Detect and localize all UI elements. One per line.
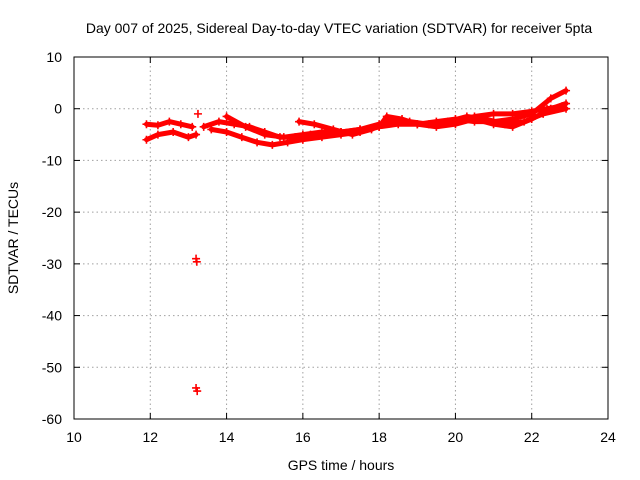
outlier-point (193, 109, 202, 118)
data-point (348, 130, 357, 139)
y-tick-label: -50 (42, 359, 62, 375)
data-point (222, 112, 231, 121)
data-point (462, 112, 471, 121)
y-tick-label: -20 (42, 204, 62, 220)
data-point (237, 133, 246, 142)
y-tick-label: 10 (46, 49, 62, 65)
data-point (295, 117, 304, 126)
data-point (367, 125, 376, 134)
data-point (539, 109, 548, 118)
data-point (443, 117, 452, 126)
x-tick-label: 18 (371, 429, 387, 445)
data-point (481, 115, 490, 124)
y-tick-label: -60 (42, 411, 62, 427)
y-tick-label: -30 (42, 256, 62, 272)
data-point (153, 130, 162, 139)
data-point (310, 120, 319, 129)
data-point (142, 120, 151, 129)
x-tick-label: 16 (295, 429, 311, 445)
data-point (501, 120, 510, 129)
data-point (424, 120, 433, 129)
y-tick-label: -10 (42, 152, 62, 168)
data-point (184, 133, 193, 142)
data-point (142, 135, 151, 144)
data-point (207, 125, 216, 134)
gridlines (74, 57, 608, 419)
data-point (329, 125, 338, 134)
x-tick-label: 20 (448, 429, 464, 445)
data-point (260, 130, 269, 139)
y-axis-label: SDTVAR / TECUs (5, 182, 21, 294)
data-point (520, 117, 529, 126)
data-point (169, 127, 178, 136)
data-point (268, 140, 277, 149)
x-tick-label: 10 (66, 429, 82, 445)
data-point (176, 120, 185, 129)
x-tick-label: 14 (219, 429, 235, 445)
data-point (562, 86, 571, 95)
data-point (241, 122, 250, 131)
data-point (165, 117, 174, 126)
data-series (142, 86, 571, 149)
data-point (489, 109, 498, 118)
data-point (279, 133, 288, 142)
outlier-points (192, 109, 202, 396)
data-point (188, 122, 197, 131)
data-point (192, 130, 201, 139)
data-point (283, 138, 292, 147)
y-tick-label: -40 (42, 308, 62, 324)
x-tick-label: 12 (142, 429, 158, 445)
data-point (199, 122, 208, 131)
data-point (386, 115, 395, 124)
y-tick-label: 0 (54, 101, 62, 117)
data-point (562, 104, 571, 113)
plot-frame (73, 56, 609, 420)
data-point (214, 117, 223, 126)
data-point (546, 94, 555, 103)
outlier-point (192, 257, 201, 266)
data-point (253, 138, 262, 147)
data-point (298, 130, 307, 139)
outlier-point (193, 387, 202, 396)
data-point (222, 127, 231, 136)
x-tick-label: 22 (524, 429, 540, 445)
x-tick-labels: 10 12 14 16 18 20 22 24 (66, 429, 616, 445)
data-point (153, 121, 162, 130)
y-tick-labels: 10 0 -10 -20 -30 -40 -50 -60 (42, 49, 62, 427)
data-point (405, 117, 414, 126)
x-tick-label: 24 (600, 429, 616, 445)
data-point (317, 127, 326, 136)
chart-title: Day 007 of 2025, Sidereal Day-to-day VTE… (86, 20, 593, 36)
x-axis-label: GPS time / hours (288, 457, 395, 473)
